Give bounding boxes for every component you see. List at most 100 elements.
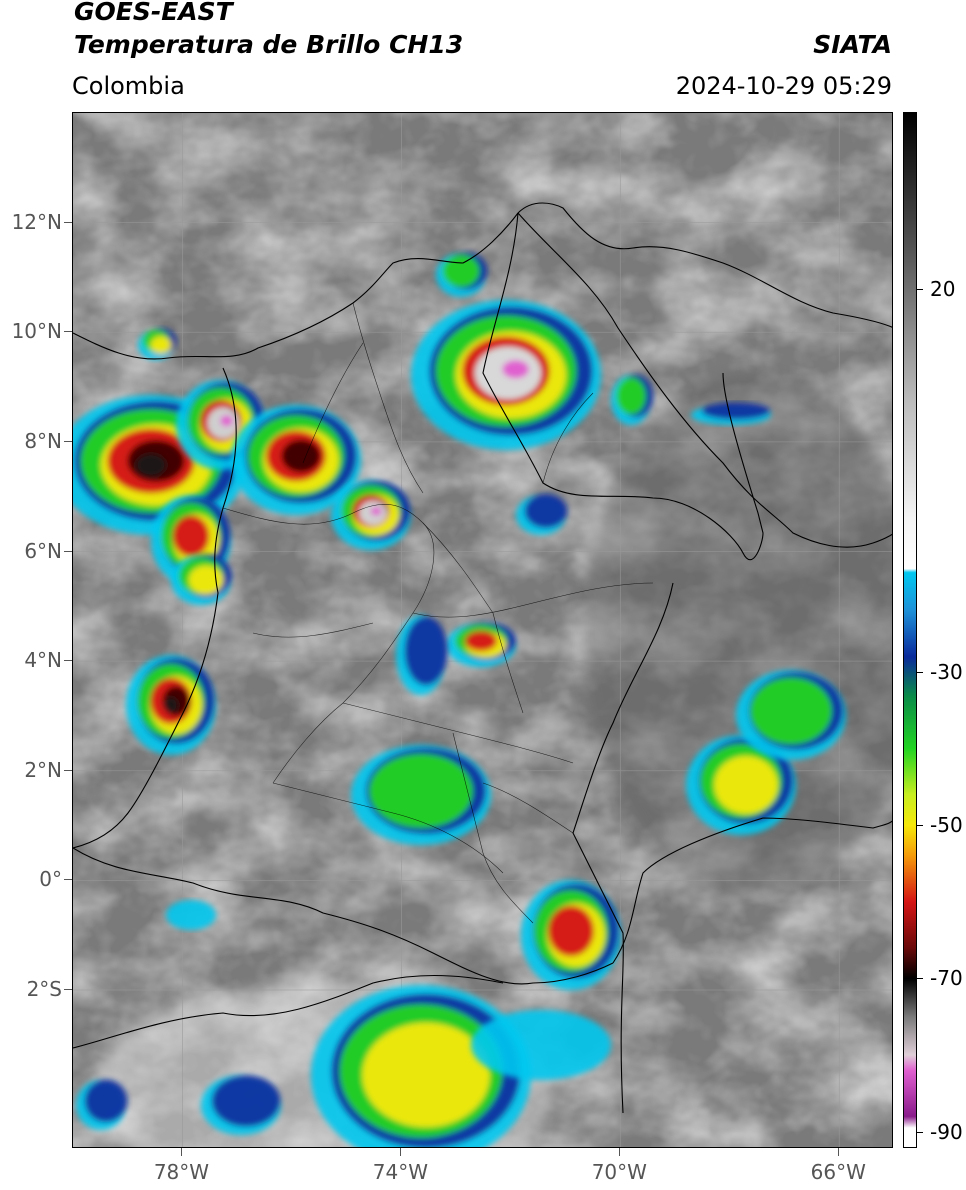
latitude-label: 2°S [26,977,62,1002]
storm-cell [331,480,411,550]
colorbar-tick [917,289,923,291]
storm-cell [446,622,517,667]
colorbar-fill [904,113,916,1147]
timestamp-label: 2024-10-29 05:29 [675,72,892,100]
storm-cell [351,745,491,845]
region-label: Colombia [72,72,185,100]
product-title: Temperatura de Brillo CH13 [74,30,464,59]
storm-cell-band [464,630,498,652]
brightness-temperature-image [73,113,892,1147]
colorbar-label: -30 [930,660,963,685]
brand-label: SIATA [813,30,892,59]
convective-cells [73,252,846,1147]
storm-cell [166,900,216,930]
colorbar-label: -50 [930,813,963,838]
political-boundaries [73,202,892,1114]
storm-cell [736,670,846,760]
storm-cell [138,328,177,360]
storm-cell [201,1075,281,1135]
storm-cell [691,402,771,425]
venezuela-border [517,212,892,548]
latitude-tick [64,989,72,991]
longitude-label: 78°W [153,1160,210,1184]
latitude-label: 10°N [11,319,62,344]
brazil-border [612,817,892,964]
colorbar-label: 20 [930,277,956,302]
colorbar-gradient [904,113,916,1147]
storm-cell [396,615,448,695]
longitude-tick [181,1148,183,1156]
coastline-caribbean [73,202,892,360]
longitude-label: 66°W [810,1160,866,1184]
storm-cell-band [524,493,568,529]
storm-cell-band [166,900,216,930]
storm-cell [311,985,531,1147]
storm-cell-overshooting-top [502,360,529,379]
storm-cell-band [701,402,771,420]
latitude-label: 0° [39,867,62,892]
storm-cell-band [211,1075,281,1127]
latitude-label: 2°N [24,757,62,782]
dark-region-east [583,373,892,893]
longitude-tick [400,1148,402,1156]
storm-cell [611,374,654,425]
storm-cell [171,554,232,605]
storm-cell-band [188,565,224,595]
storm-cell [76,1079,128,1130]
latitude-tick [64,550,72,552]
colorbar-label: -70 [930,966,963,991]
longitude-label: 70°W [591,1160,647,1184]
satellite-map [72,112,893,1148]
storm-cell [411,300,601,450]
latitude-tick [64,221,72,223]
storm-cell [126,655,216,755]
storm-cell-band [548,905,594,957]
storm-cell-band [442,254,480,288]
latitude-label: 4°N [24,648,62,673]
colorbar-tick [917,978,923,980]
colorbar-tick [917,672,923,674]
longitude-tick [838,1148,840,1156]
latitude-label: 12°N [11,209,62,234]
storm-cell [151,495,231,585]
storm-cell-band [281,439,321,473]
storm-cell [686,735,796,835]
latitude-label: 8°N [24,428,62,453]
storm-cell-band [471,1010,611,1080]
department-boundaries [222,302,654,924]
colorbar-label: -90 [930,1119,963,1144]
storm-cell-band [362,1022,490,1128]
storm-cell-overshooting-top [370,507,382,516]
storm-cell-band [135,453,167,477]
storm-cell [231,405,361,515]
longitude-tick [619,1148,621,1156]
storm-cell-band [750,677,832,745]
colorbar-tick [917,825,923,827]
storm-cell-band [163,697,179,713]
latitude-tick [64,879,72,881]
storm-cell [521,880,621,990]
satellite-title: GOES-EAST [74,0,233,26]
storm-cell [516,493,568,535]
latitude-tick [64,440,72,442]
latitude-tick [64,331,72,333]
peru-border [73,974,504,1049]
colombia-border [73,212,764,1114]
storm-cell-overshooting-top [220,415,233,427]
longitude-label: 74°W [372,1160,428,1184]
ecuador-border [73,847,614,985]
latitude-tick [64,769,72,771]
storm-cell-band [150,336,172,354]
storm-cell-band [714,756,778,814]
storm-cell-band [84,1079,128,1123]
storm-cell [436,252,488,297]
latitude-label: 6°N [24,538,62,563]
latitude-tick [64,660,72,662]
storm-cell-band [616,377,646,415]
storm-cell-band [369,754,473,828]
colorbar [903,112,917,1148]
storm-cell-band [172,515,210,557]
storm-cell [471,1010,611,1080]
storm-cell-band [404,616,448,686]
colorbar-tick [917,1131,923,1133]
